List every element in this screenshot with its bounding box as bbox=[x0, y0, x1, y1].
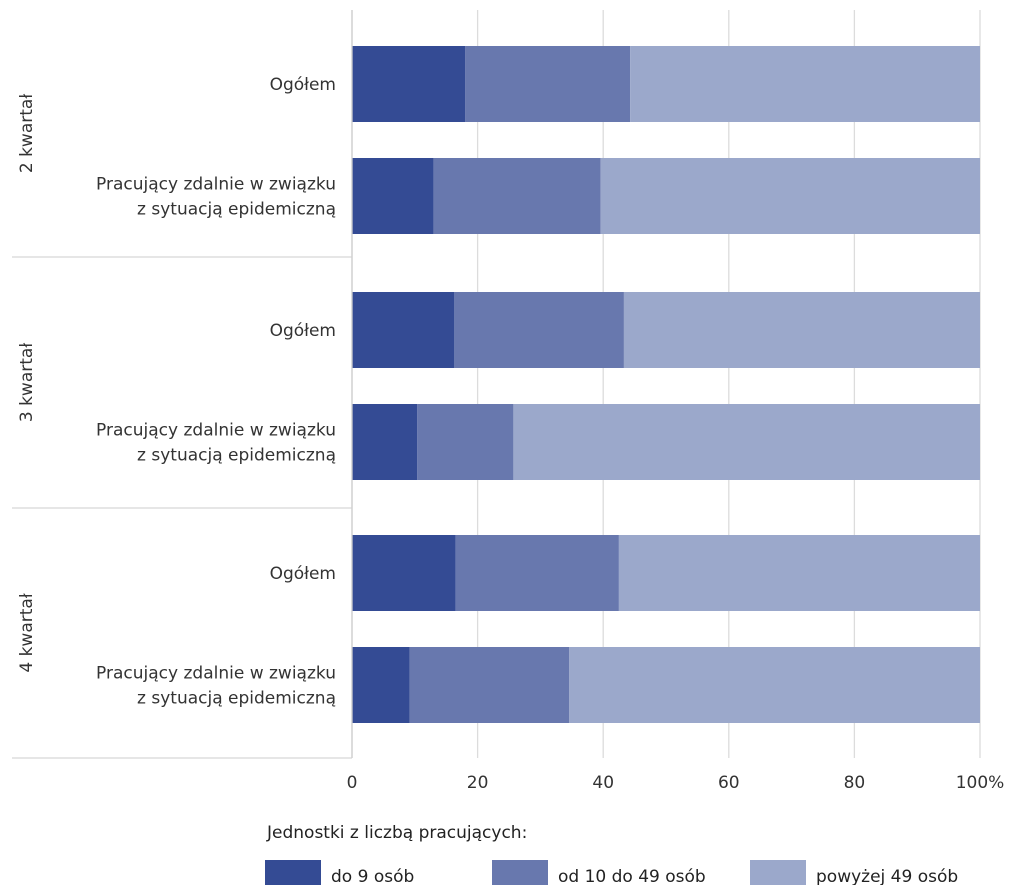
x-tick-label: 60 bbox=[718, 773, 740, 793]
bar-segment-g1-c2-s3 bbox=[600, 158, 980, 234]
category-label: Ogółem bbox=[270, 564, 336, 584]
bar-segment-g3-c1-s2 bbox=[455, 535, 619, 611]
bar-segment-g3-c2-s1 bbox=[352, 647, 410, 723]
category-label: Pracujący zdalnie w związku bbox=[96, 421, 336, 441]
category-label: z sytuacją epidemiczną bbox=[137, 689, 336, 709]
group-label: 2 kwartał bbox=[17, 94, 37, 173]
bar-segment-g3-c2-s3 bbox=[569, 647, 980, 723]
bar-segment-g1-c1-s3 bbox=[630, 46, 980, 122]
x-tick-label: 20 bbox=[467, 773, 489, 793]
bar-segment-g1-c1-s2 bbox=[465, 46, 631, 122]
category-label: Pracujący zdalnie w związku bbox=[96, 175, 336, 195]
category-label: Ogółem bbox=[270, 321, 336, 341]
x-tick-label: 40 bbox=[592, 773, 614, 793]
bar-segment-g2-c1-s2 bbox=[454, 292, 624, 368]
legend-item-label: od 10 do 49 osób bbox=[558, 867, 706, 885]
legend-swatch bbox=[265, 860, 321, 885]
bar-segment-g2-c2-s1 bbox=[352, 404, 418, 480]
x-tick-label: 100% bbox=[956, 773, 1005, 793]
bar-segment-g3-c1-s1 bbox=[352, 535, 456, 611]
bar-segment-g1-c2-s2 bbox=[433, 158, 601, 234]
group-label: 3 kwartał bbox=[17, 343, 37, 422]
legend-swatch bbox=[750, 860, 806, 885]
bar-segment-g1-c2-s1 bbox=[352, 158, 434, 234]
legend-item-label: do 9 osób bbox=[331, 867, 414, 885]
x-tick-label: 80 bbox=[844, 773, 866, 793]
category-label: Pracujący zdalnie w związku bbox=[96, 664, 336, 684]
bar-segment-g1-c1-s1 bbox=[352, 46, 466, 122]
bar-segment-g2-c2-s2 bbox=[417, 404, 514, 480]
x-tick-label: 0 bbox=[347, 773, 358, 793]
bar-segment-g2-c2-s3 bbox=[513, 404, 980, 480]
group-label: 4 kwartał bbox=[17, 593, 37, 672]
bar-segment-g3-c2-s2 bbox=[409, 647, 570, 723]
legend-item-label: powyżej 49 osób bbox=[816, 867, 958, 885]
legend-swatch bbox=[492, 860, 548, 885]
bar-segment-g3-c1-s3 bbox=[618, 535, 980, 611]
category-label: Ogółem bbox=[270, 75, 336, 95]
category-label: z sytuacją epidemiczną bbox=[137, 446, 336, 466]
legend-title: Jednostki z liczbą pracujących: bbox=[266, 823, 527, 843]
category-label: z sytuacją epidemiczną bbox=[137, 200, 336, 220]
bar-segment-g2-c1-s3 bbox=[623, 292, 980, 368]
bar-segment-g2-c1-s1 bbox=[352, 292, 455, 368]
